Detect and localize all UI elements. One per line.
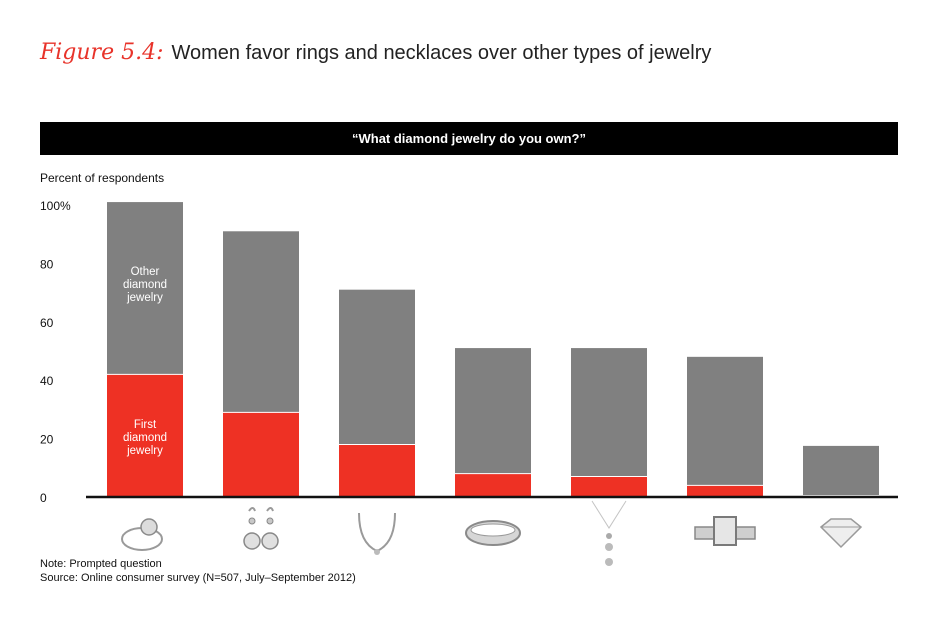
figure-title-text: Women favor rings and necklaces over oth… <box>171 42 712 64</box>
bar-first-2 <box>339 444 415 497</box>
series-label-first: First <box>134 419 157 431</box>
figure-label: Figure 5.4: <box>40 40 164 65</box>
ring-icon <box>121 518 163 551</box>
bar-other-0 <box>107 202 183 375</box>
y-tick-label: 80 <box>40 257 54 271</box>
series-label-first: diamond <box>123 432 167 444</box>
y-tick-label: 20 <box>40 433 54 447</box>
bar-first-0 <box>107 374 183 497</box>
bar-other-5 <box>687 356 763 486</box>
y-axis-label: Percent of respondents <box>40 171 164 185</box>
series-label-other: diamond <box>123 279 167 291</box>
bar-other-4 <box>571 348 647 477</box>
series-label-other: jewelry <box>126 292 163 304</box>
series-label-other: Other <box>131 266 160 278</box>
loose-diamond-icon <box>819 518 863 549</box>
bar-first-4 <box>571 476 647 497</box>
band-icon <box>465 520 521 546</box>
y-tick-label: 0 <box>40 491 47 505</box>
necklace-icon <box>358 512 396 555</box>
y-tick-label: 100% <box>40 199 71 213</box>
bar-first-1 <box>223 412 299 497</box>
source-text: Source: Online consumer survey (N=507, J… <box>40 572 356 584</box>
watch-icon <box>694 516 756 546</box>
bar-other-1 <box>223 231 299 413</box>
bar-other-2 <box>339 289 415 445</box>
pendant-icon <box>591 500 627 566</box>
question-banner: “What diamond jewelry do you own?” <box>40 122 898 155</box>
bar-other-6 <box>803 445 879 496</box>
note-text: Note: Prompted question <box>40 558 162 570</box>
y-tick-label: 40 <box>40 374 54 388</box>
bar-first-5 <box>687 485 763 497</box>
series-label-first: jewelry <box>126 445 163 457</box>
y-tick-label: 60 <box>40 316 54 330</box>
bar-first-3 <box>455 473 531 497</box>
earrings-icon <box>243 507 279 550</box>
bar-other-3 <box>455 348 531 474</box>
notes: Note: Prompted question Source: Online c… <box>40 557 356 585</box>
figure-title: Figure 5.4: Women favor rings and necklac… <box>40 40 711 65</box>
